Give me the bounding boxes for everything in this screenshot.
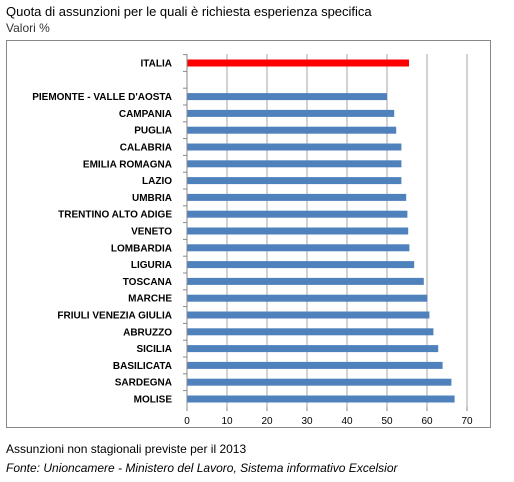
- bar-calabria: [187, 143, 402, 151]
- tick-labels: 0 10 20 30 40 50 60 70: [184, 416, 473, 427]
- x-tick-label: 60: [421, 416, 433, 427]
- category-label: FRIULI VENEZIA GIULIA: [57, 311, 172, 322]
- bar-molise: [187, 395, 455, 403]
- bar-basilicata: [187, 361, 443, 369]
- bar-chart: ITALIA PIEMONTE - VALLE D'AOSTA CAMPANIA PU…: [32, 54, 473, 427]
- bar-trentino-alto-adige: [187, 210, 408, 218]
- bar-piemonte-valle-d-aosta: [187, 93, 387, 101]
- bar-puglia: [187, 126, 397, 134]
- bar-lombardia: [187, 244, 410, 252]
- x-tick-label: 20: [261, 416, 273, 427]
- bar-sicilia: [187, 345, 439, 353]
- bars: [187, 59, 455, 403]
- chart-subtitle: Valori %: [6, 21, 50, 35]
- category-label: SICILIA: [136, 344, 172, 355]
- bar-toscana: [187, 277, 424, 285]
- bar-umbria: [187, 193, 407, 201]
- category-label: SARDEGNA: [115, 378, 172, 389]
- bar-italia: [187, 59, 409, 67]
- bar-emilia-romagna: [187, 160, 402, 168]
- category-label: MARCHE: [128, 294, 172, 305]
- x-tick-label: 10: [221, 416, 233, 427]
- footer-note: Assunzioni non stagionali previste per i…: [6, 442, 247, 456]
- x-tick-label: 0: [184, 416, 190, 427]
- bar-friuli-venezia-giulia: [187, 311, 430, 319]
- bar-lazio: [187, 177, 402, 185]
- category-label: TRENTINO ALTO ADIGE: [58, 210, 172, 221]
- category-label: LAZIO: [142, 176, 172, 187]
- x-tick-label: 50: [381, 416, 393, 427]
- chart-frame: [6, 40, 491, 428]
- category-label: MOLISE: [134, 395, 173, 406]
- category-label: ITALIA: [141, 59, 172, 70]
- category-label: CAMPANIA: [119, 109, 172, 120]
- x-tick-label: 40: [341, 416, 353, 427]
- bar-marche: [187, 294, 428, 302]
- bar-sardegna: [187, 378, 452, 386]
- category-label: BASILICATA: [113, 361, 172, 372]
- category-label: VENETO: [131, 227, 172, 238]
- bar-campania: [187, 109, 395, 117]
- bar-abruzzo: [187, 328, 434, 336]
- category-label: TOSCANA: [123, 277, 172, 288]
- category-label: ABRUZZO: [123, 327, 172, 338]
- category-label: LIGURIA: [131, 260, 172, 271]
- x-tick-label: 70: [461, 416, 473, 427]
- category-labels: ITALIA PIEMONTE - VALLE D'AOSTA CAMPANIA PU…: [32, 59, 172, 406]
- x-tick-label: 30: [301, 416, 313, 427]
- bar-liguria: [187, 261, 415, 269]
- category-label: UMBRIA: [132, 193, 172, 204]
- category-label: EMILIA ROMAGNA: [83, 159, 172, 170]
- category-label: PUGLIA: [134, 126, 172, 137]
- bar-veneto: [187, 227, 409, 235]
- category-label: PIEMONTE - VALLE D'AOSTA: [32, 92, 172, 103]
- footer-source: Fonte: Unioncamere - Ministero del Lavor…: [6, 461, 398, 475]
- category-label: CALABRIA: [120, 143, 172, 154]
- category-label: LOMBARDIA: [111, 243, 172, 254]
- chart-title: Quota di assunzioni per le quali è richi…: [6, 4, 372, 19]
